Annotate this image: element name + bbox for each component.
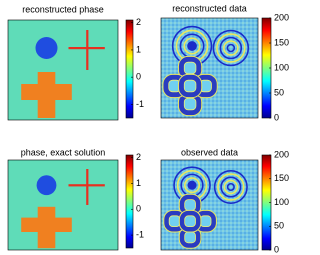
panel-title: observed data bbox=[181, 147, 238, 157]
colorbar-tick-label: 150 bbox=[274, 173, 289, 183]
panel: observed data 0 50 100 150 200 bbox=[160, 147, 289, 254]
image-background bbox=[8, 160, 118, 250]
colorbar-tick-label: 2 bbox=[136, 17, 141, 27]
plus-fringe bbox=[223, 40, 239, 56]
plus-fringe bbox=[219, 36, 243, 60]
colorbar-tick-label: 0 bbox=[274, 112, 279, 122]
colorbar bbox=[125, 154, 134, 249]
colorbar-tick-label: 50 bbox=[274, 221, 284, 231]
colorbar-tick-label: 200 bbox=[274, 12, 289, 22]
plus-horizontal bbox=[68, 47, 105, 50]
colorbar-tick-label: 1 bbox=[136, 44, 141, 54]
colorbar-tick-label: 2 bbox=[136, 152, 141, 162]
plus-fringe bbox=[212, 29, 250, 67]
plus-fringe bbox=[226, 43, 236, 53]
panel-title: phase, exact solution bbox=[21, 147, 106, 157]
plus-vertical bbox=[86, 30, 89, 70]
colorbar-tick-label: 1 bbox=[136, 178, 141, 188]
panel-title: reconstructed data bbox=[172, 3, 247, 13]
ring bbox=[184, 177, 201, 194]
disk bbox=[35, 37, 58, 59]
colorbar-tick-label: 150 bbox=[274, 37, 289, 47]
ring-core bbox=[187, 41, 197, 51]
image-frame bbox=[160, 159, 259, 251]
colorbar-tick-label: 0 bbox=[274, 244, 279, 254]
colorbar-tick-label: -1 bbox=[136, 229, 144, 239]
panel: phase, exact solution -1 0 1 2 bbox=[7, 147, 144, 251]
cross-fringe-inner bbox=[183, 97, 197, 111]
cross-fringe-inner bbox=[184, 215, 196, 228]
colorbar bbox=[125, 19, 134, 119]
colorbar-tick-label: 100 bbox=[274, 197, 289, 207]
plus-fringe bbox=[226, 182, 235, 192]
cross-fringe-inner bbox=[168, 215, 181, 228]
image-background bbox=[161, 18, 258, 118]
colorbar-tick-label: 0 bbox=[136, 204, 141, 214]
colorbar-tick-label: 0 bbox=[136, 72, 141, 82]
disk bbox=[36, 175, 57, 196]
cross-fringe-inner bbox=[184, 231, 196, 244]
image-frame bbox=[7, 159, 119, 251]
colorbar-tick-label: 200 bbox=[274, 149, 289, 159]
ring bbox=[183, 37, 201, 55]
figure: reconstructed phase -1 0 1 2 reconstructed da… bbox=[7, 3, 289, 254]
cross-fringe-inner bbox=[183, 61, 197, 75]
cross-fringe-inner bbox=[199, 215, 212, 228]
plus-fringe bbox=[213, 170, 248, 205]
cross-horizontal bbox=[21, 217, 72, 232]
ring-core bbox=[187, 180, 197, 190]
plus-fringe bbox=[220, 176, 242, 198]
panel-title: reconstructed phase bbox=[22, 4, 104, 14]
plus-horizontal bbox=[68, 184, 105, 187]
panel: reconstructed phase -1 0 1 2 bbox=[7, 4, 144, 121]
panel: reconstructed data 0 50 100 150 200 bbox=[160, 3, 289, 122]
plus-fringe bbox=[217, 173, 245, 201]
cross-fringe-inner bbox=[184, 199, 196, 211]
image-background bbox=[8, 20, 118, 120]
colorbar-tick-label: 100 bbox=[274, 62, 289, 72]
colorbar-tick-label: 50 bbox=[274, 87, 284, 97]
plus-fringe bbox=[216, 33, 246, 63]
cross-fringe-inner bbox=[183, 79, 197, 93]
plus-vertical bbox=[86, 169, 89, 205]
colorbar-tick-label: -1 bbox=[136, 99, 144, 109]
image-frame bbox=[7, 19, 119, 121]
plus-fringe bbox=[223, 179, 239, 195]
cross-horizontal bbox=[21, 84, 72, 100]
image-frame bbox=[160, 17, 259, 119]
image-background bbox=[161, 160, 258, 250]
